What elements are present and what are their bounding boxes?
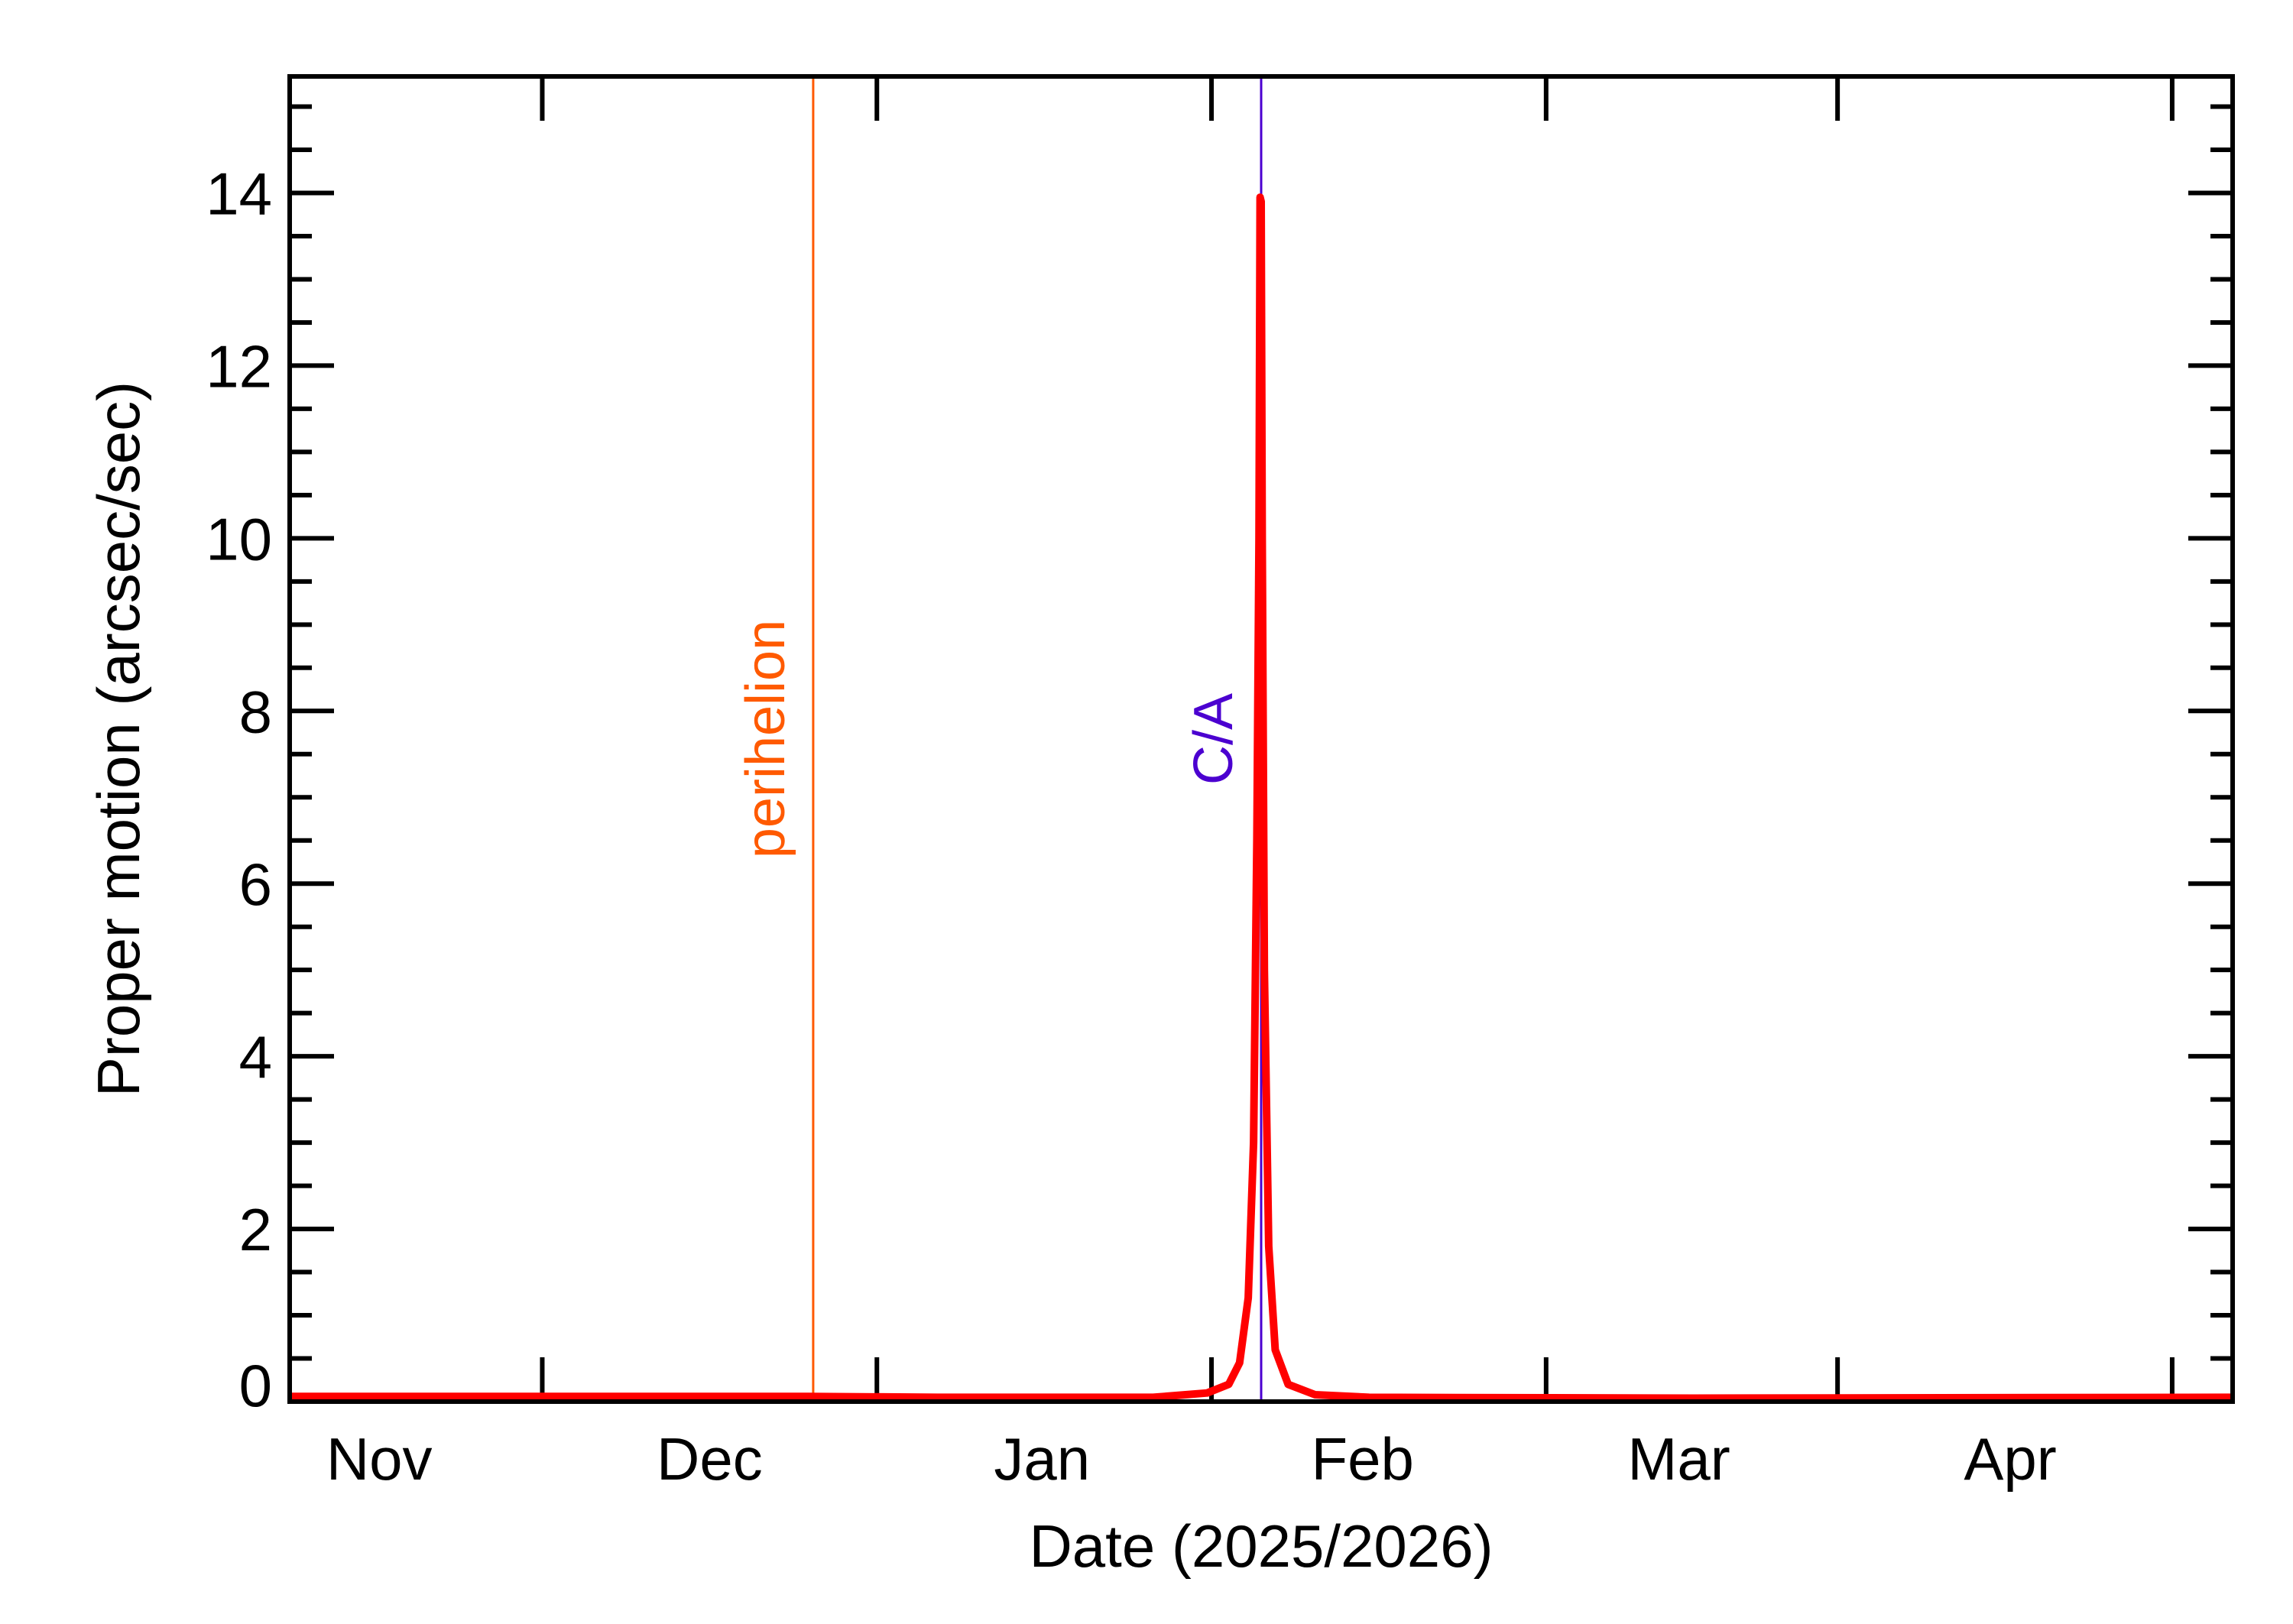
x-tick-label: Apr: [1964, 1425, 2056, 1493]
x-tick-label: Jan: [994, 1425, 1090, 1493]
reference-label: C/A: [1183, 693, 1244, 785]
x-tick-label: Mar: [1627, 1425, 1730, 1493]
y-tick-label: 12: [206, 332, 272, 400]
y-axis-label: Proper motion (arcsec/sec): [85, 381, 152, 1097]
y-tick-label: 14: [206, 160, 272, 228]
x-tick-label: Dec: [657, 1425, 763, 1493]
plot-frame: [287, 74, 2235, 1404]
reference-label: perihelion: [735, 620, 796, 858]
y-tick-label: 10: [206, 505, 272, 572]
y-tick-label: 4: [239, 1023, 272, 1091]
data-line: [290, 193, 2233, 1402]
x-tick-label: Feb: [1312, 1425, 1414, 1493]
y-tick-label: 8: [239, 678, 272, 745]
y-tick-label: 2: [239, 1196, 272, 1263]
x-tick-label: Nov: [326, 1425, 433, 1493]
y-tick-label: 6: [239, 851, 272, 918]
y-tick-label: 0: [239, 1352, 272, 1419]
x-axis-label: Date (2025/2026): [1029, 1512, 1493, 1580]
